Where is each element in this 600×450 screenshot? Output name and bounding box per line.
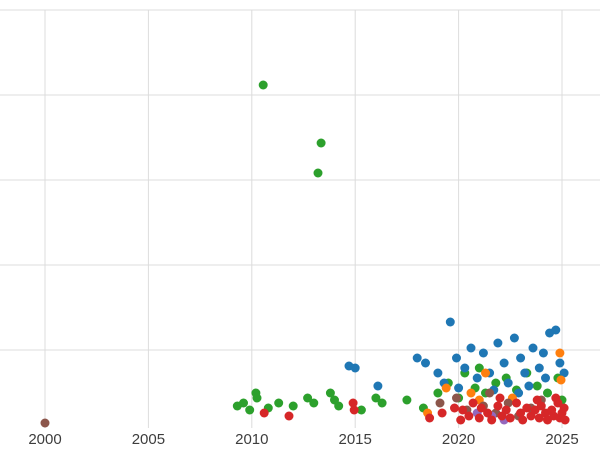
data-point-blue — [472, 373, 482, 383]
data-point-red — [349, 405, 359, 415]
data-point-orange — [555, 348, 565, 358]
data-point-blue — [421, 358, 430, 368]
x-tick-label: 2010 — [235, 431, 268, 448]
data-point-blue — [520, 368, 530, 378]
data-point-orange — [466, 388, 476, 398]
data-point-red — [560, 415, 570, 425]
data-point-red — [553, 398, 563, 408]
data-point-red — [505, 413, 515, 423]
data-point-green — [252, 393, 262, 403]
data-point-red — [501, 405, 511, 415]
data-point-blue — [509, 333, 519, 343]
data-point-green — [334, 401, 344, 411]
data-point-blue — [478, 348, 488, 358]
data-point-blue — [452, 353, 461, 363]
data-point-blue — [524, 381, 534, 391]
data-point-red — [259, 408, 269, 418]
data-point-red — [559, 403, 569, 413]
data-point-red — [487, 415, 497, 425]
data-point-green — [258, 80, 268, 90]
data-point-blue — [493, 338, 503, 348]
x-tick-label: 2020 — [442, 431, 475, 448]
data-point-red — [516, 408, 526, 418]
data-point-brown — [452, 393, 461, 403]
data-point-green — [433, 388, 443, 398]
x-tick-label: 2000 — [28, 431, 61, 448]
data-point-blue — [350, 363, 360, 373]
data-point-red — [284, 411, 294, 421]
x-tick-label: 2025 — [545, 431, 578, 448]
data-point-orange — [441, 383, 451, 393]
data-point-blue — [514, 388, 524, 398]
data-point-blue — [460, 363, 470, 373]
data-point-red — [437, 408, 447, 418]
data-point-blue — [516, 353, 526, 363]
data-point-green — [239, 398, 248, 408]
data-point-blue — [454, 383, 464, 393]
data-point-blue — [541, 373, 550, 383]
data-point-brown — [435, 398, 445, 408]
data-point-green — [402, 395, 412, 405]
data-point-green — [288, 401, 298, 411]
data-point-green — [491, 378, 501, 388]
data-point-blue — [534, 363, 544, 373]
data-point-red — [468, 398, 478, 408]
data-point-brown — [503, 398, 513, 408]
data-point-red — [425, 413, 435, 423]
data-point-green — [303, 393, 313, 403]
data-point-red — [522, 403, 532, 413]
data-point-green — [532, 381, 542, 391]
data-point-blue — [528, 343, 538, 353]
data-point-blue — [538, 348, 548, 358]
data-point-green — [325, 388, 335, 398]
data-point-brown — [40, 418, 50, 428]
data-point-blue — [499, 358, 509, 368]
data-point-red — [476, 403, 486, 413]
data-point-red — [450, 403, 459, 413]
data-point-green — [316, 138, 326, 148]
data-point-red — [474, 413, 484, 423]
data-point-red — [495, 393, 505, 403]
data-point-blue — [559, 368, 569, 378]
data-point-red — [493, 401, 503, 411]
data-point-green — [245, 405, 255, 415]
data-point-green — [371, 393, 381, 403]
data-point-red — [456, 415, 466, 425]
data-point-green — [356, 405, 366, 415]
data-point-red — [518, 415, 528, 425]
data-point-red — [483, 408, 493, 418]
x-tick-label: 2005 — [132, 431, 165, 448]
data-point-blue — [503, 378, 513, 388]
data-point-brown — [485, 388, 495, 398]
data-point-red — [348, 398, 358, 408]
data-point-green — [474, 363, 484, 373]
data-point-red — [534, 413, 544, 423]
data-point-blue — [445, 317, 455, 327]
data-point-red — [458, 405, 468, 415]
data-point-orange — [556, 375, 566, 385]
data-point-green — [309, 398, 319, 408]
data-point-green — [377, 398, 387, 408]
data-point-green — [274, 398, 284, 408]
data-point-red — [536, 401, 546, 411]
data-point-blue — [373, 381, 383, 391]
data-point-red — [512, 398, 521, 408]
x-tick-label: 2015 — [339, 431, 372, 448]
data-point-red — [464, 411, 474, 421]
data-point-green — [543, 388, 552, 398]
data-point-blue — [555, 358, 565, 368]
data-point-orange — [481, 368, 490, 378]
data-point-blue — [412, 353, 422, 363]
data-point-blue — [433, 368, 443, 378]
data-point-green — [313, 168, 323, 178]
data-point-blue — [466, 343, 476, 353]
data-point-blue — [551, 325, 561, 335]
